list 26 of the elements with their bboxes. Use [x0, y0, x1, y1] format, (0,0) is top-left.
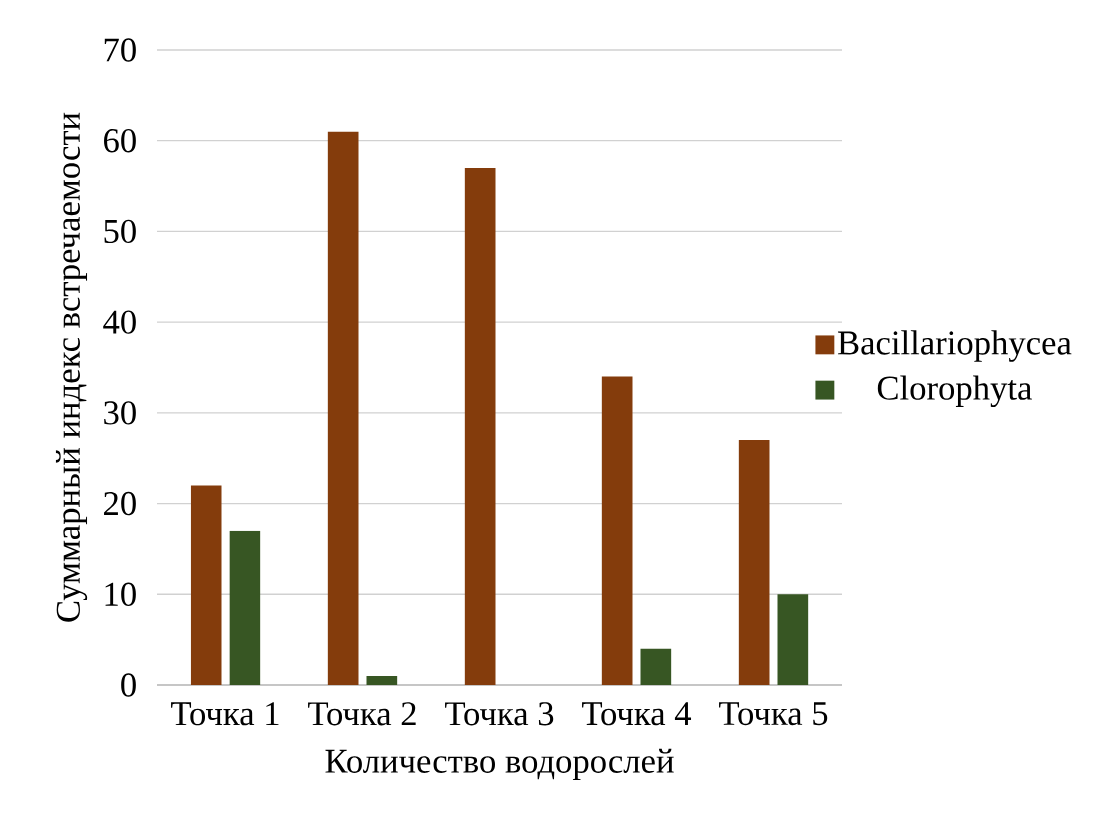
legend-label: Bacillariophycea: [837, 330, 1072, 362]
y-tick-label: 10: [105, 582, 136, 606]
y-tick-label: 0: [121, 673, 136, 697]
x-tick-label: Точка 1: [171, 702, 279, 726]
x-tick-label: Точка 3: [445, 702, 554, 726]
bar: [601, 376, 633, 685]
x-tick-label: Точка 4: [582, 702, 692, 726]
bar: [327, 131, 359, 685]
x-tick-label: Точка 5: [719, 702, 828, 726]
y-tick-label: 30: [104, 401, 136, 425]
bar: [229, 530, 261, 685]
bar: [464, 167, 496, 685]
legend-label: Clorophyta: [877, 375, 1032, 408]
x-axis-title: Количество водорослей: [325, 748, 674, 780]
y-tick-label: 50: [104, 219, 136, 244]
bar: [640, 648, 672, 685]
y-axis-title: Суммарный индекс встречаемости: [55, 112, 88, 622]
y-tick-label: 70: [104, 38, 136, 62]
y-tick-label: 40: [103, 310, 136, 334]
y-tick-label: 20: [104, 491, 136, 516]
bar: [777, 594, 809, 685]
bar: [366, 675, 398, 685]
y-tick-label: 60: [104, 129, 136, 153]
bar: [190, 485, 222, 685]
x-tick-label: Точка 2: [308, 702, 416, 726]
bar: [738, 440, 770, 685]
